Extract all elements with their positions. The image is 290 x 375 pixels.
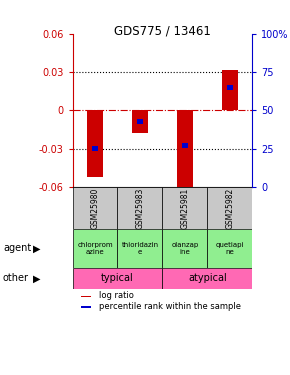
- Text: thioridazin
e: thioridazin e: [121, 242, 159, 255]
- FancyBboxPatch shape: [162, 187, 207, 229]
- Text: GDS775 / 13461: GDS775 / 13461: [114, 24, 211, 38]
- Text: chlorprom
azine: chlorprom azine: [77, 242, 113, 255]
- Text: atypical: atypical: [188, 273, 227, 284]
- Text: typical: typical: [101, 273, 134, 284]
- FancyBboxPatch shape: [117, 187, 162, 229]
- Bar: [177, 111, 193, 190]
- FancyBboxPatch shape: [162, 268, 252, 289]
- Text: GSM25980: GSM25980: [90, 188, 99, 229]
- Bar: [182, 143, 188, 148]
- FancyBboxPatch shape: [207, 229, 252, 268]
- Text: GSM25982: GSM25982: [225, 188, 234, 229]
- Bar: [222, 69, 238, 111]
- Text: quetiapi
ne: quetiapi ne: [215, 242, 244, 255]
- Bar: [87, 111, 103, 177]
- FancyBboxPatch shape: [72, 268, 162, 289]
- Text: GSM25983: GSM25983: [135, 188, 144, 229]
- Text: ▶: ▶: [33, 243, 41, 254]
- Text: ▶: ▶: [33, 273, 41, 284]
- Bar: [81, 306, 91, 308]
- Text: percentile rank within the sample: percentile rank within the sample: [99, 302, 241, 310]
- FancyBboxPatch shape: [117, 229, 162, 268]
- FancyBboxPatch shape: [72, 187, 117, 229]
- FancyBboxPatch shape: [72, 229, 117, 268]
- FancyBboxPatch shape: [207, 187, 252, 229]
- Text: log ratio: log ratio: [99, 291, 133, 300]
- Text: agent: agent: [3, 243, 31, 254]
- FancyBboxPatch shape: [162, 229, 207, 268]
- Text: other: other: [3, 273, 29, 284]
- Text: GSM25981: GSM25981: [180, 188, 189, 229]
- Bar: [227, 85, 233, 90]
- Bar: [92, 146, 98, 152]
- Bar: [132, 111, 148, 134]
- Bar: [137, 118, 143, 124]
- Text: olanzap
ine: olanzap ine: [171, 242, 198, 255]
- Bar: [81, 296, 91, 297]
